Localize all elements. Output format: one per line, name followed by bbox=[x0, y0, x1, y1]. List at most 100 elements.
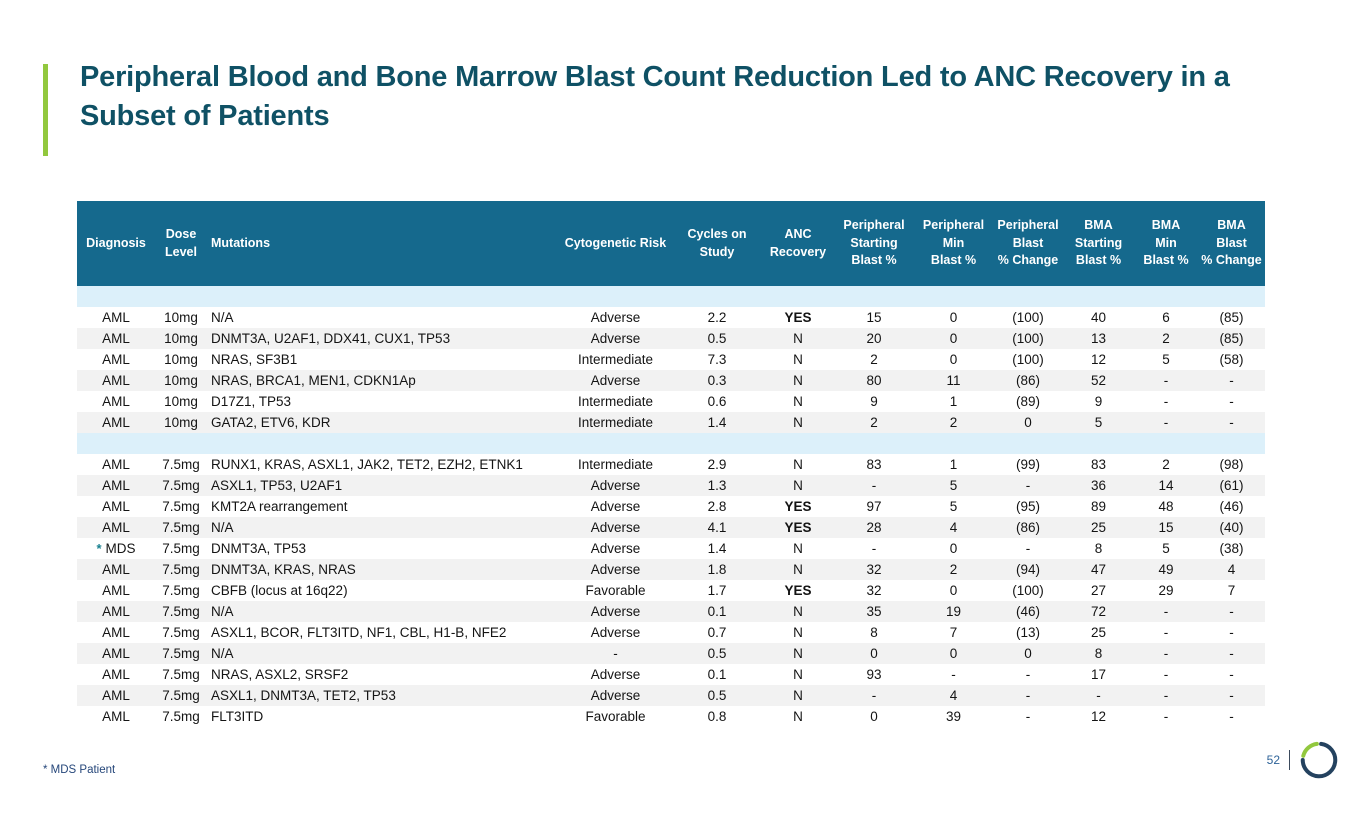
column-header-diagnosis: Diagnosis bbox=[77, 201, 155, 286]
cell-p_min: 39 bbox=[914, 706, 993, 727]
table-row: AML 7.5mg ASXL1, TP53, U2AF1 Adverse 1.3 N -5-… bbox=[77, 475, 1265, 496]
cell-anc: N bbox=[762, 706, 834, 727]
cell-cycles: 2.9 bbox=[672, 454, 762, 475]
cell-dose: 10mg bbox=[155, 328, 207, 349]
cell-b_start: 36 bbox=[1063, 475, 1134, 496]
cell-cycles: 2.2 bbox=[672, 307, 762, 328]
cell-anc: N bbox=[762, 370, 834, 391]
table-row: AML 10mg DNMT3A, U2AF1, DDX41, CUX1, TP53 A… bbox=[77, 328, 1265, 349]
cell-p_change: - bbox=[993, 706, 1063, 727]
cell-b_change: (38) bbox=[1198, 538, 1265, 559]
cell-b_change: (46) bbox=[1198, 496, 1265, 517]
cell-cycles: 0.1 bbox=[672, 601, 762, 622]
cell-p_change: 0 bbox=[993, 412, 1063, 433]
cell-diagnosis: AML bbox=[77, 580, 155, 601]
cell-risk: - bbox=[559, 643, 672, 664]
cell-p_min: 1 bbox=[914, 391, 993, 412]
cell-diagnosis: * MDS bbox=[77, 538, 155, 559]
cell-p_start: 80 bbox=[834, 370, 914, 391]
cell-b_change: (85) bbox=[1198, 328, 1265, 349]
cell-diagnosis: AML bbox=[77, 475, 155, 496]
cell-mutations: N/A bbox=[207, 643, 559, 664]
cell-dose: 10mg bbox=[155, 391, 207, 412]
cell-p_change: - bbox=[993, 664, 1063, 685]
cell-diagnosis: AML bbox=[77, 391, 155, 412]
cell-b_start: 52 bbox=[1063, 370, 1134, 391]
column-header-p_change: Peripheral Blast % Change bbox=[993, 201, 1063, 286]
cell-anc: N bbox=[762, 349, 834, 370]
cell-mutations: N/A bbox=[207, 517, 559, 538]
cell-b_change: (40) bbox=[1198, 517, 1265, 538]
cell-p_start: 20 bbox=[834, 328, 914, 349]
cell-p_change: (100) bbox=[993, 328, 1063, 349]
cell-p_change: - bbox=[993, 685, 1063, 706]
cell-dose: 7.5mg bbox=[155, 643, 207, 664]
column-header-p_start: Peripheral Starting Blast % bbox=[834, 201, 914, 286]
cell-b_change: - bbox=[1198, 685, 1265, 706]
cell-dose: 7.5mg bbox=[155, 496, 207, 517]
column-header-b_change: BMA Blast % Change bbox=[1198, 201, 1265, 286]
table-row: AML 7.5mg RUNX1, KRAS, ASXL1, JAK2, TET2, … bbox=[77, 454, 1265, 475]
cell-mutations: FLT3ITD bbox=[207, 706, 559, 727]
cell-p_min: 0 bbox=[914, 328, 993, 349]
cell-anc: N bbox=[762, 664, 834, 685]
cell-dose: 7.5mg bbox=[155, 622, 207, 643]
cell-risk: Adverse bbox=[559, 475, 672, 496]
cell-dose: 10mg bbox=[155, 370, 207, 391]
cell-mutations: ASXL1, DNMT3A, TET2, TP53 bbox=[207, 685, 559, 706]
cell-p_start: 35 bbox=[834, 601, 914, 622]
cell-mutations: N/A bbox=[207, 601, 559, 622]
column-header-anc: ANC Recovery bbox=[762, 201, 834, 286]
cell-anc: YES bbox=[762, 307, 834, 328]
table-row: AML 7.5mg N/A Adverse 4.1 YES 28 4 (86) 25 15 (40) bbox=[77, 517, 1265, 538]
column-header-dose: Dose Level bbox=[155, 201, 207, 286]
cell-p_min: 2 bbox=[914, 412, 993, 433]
cell-p_change: (99) bbox=[993, 454, 1063, 475]
cell-b_change: 4 bbox=[1198, 559, 1265, 580]
cell-mutations: RUNX1, KRAS, ASXL1, JAK2, TET2, EZH2, ET… bbox=[207, 454, 559, 475]
cell-dose: 7.5mg bbox=[155, 538, 207, 559]
cell-anc: N bbox=[762, 685, 834, 706]
column-header-b_start: BMA Starting Blast % bbox=[1063, 201, 1134, 286]
cell-p_min: 19 bbox=[914, 601, 993, 622]
table-row: AML 10mg NRAS, SF3B1 Intermediate 7.3 N 2 0 (100… bbox=[77, 349, 1265, 370]
column-header-b_min: BMA Min Blast % bbox=[1134, 201, 1198, 286]
cell-b_min: 49 bbox=[1134, 559, 1198, 580]
cell-diagnosis: AML bbox=[77, 643, 155, 664]
cell-p_change: (86) bbox=[993, 370, 1063, 391]
cell-p_change: (46) bbox=[993, 601, 1063, 622]
cell-mutations: CBFB (locus at 16q22) bbox=[207, 580, 559, 601]
table-row: AML 7.5mg CBFB (locus at 16q22) Favorable 1.… bbox=[77, 580, 1265, 601]
cell-cycles: 0.5 bbox=[672, 328, 762, 349]
cell-anc: N bbox=[762, 391, 834, 412]
cell-p_change: (95) bbox=[993, 496, 1063, 517]
column-header-risk: Cytogenetic Risk bbox=[559, 201, 672, 286]
cell-anc: N bbox=[762, 643, 834, 664]
table-separator-row bbox=[77, 286, 1265, 307]
cell-p_change: (100) bbox=[993, 349, 1063, 370]
cell-cycles: 0.5 bbox=[672, 685, 762, 706]
cell-b_start: 72 bbox=[1063, 601, 1134, 622]
cell-risk: Favorable bbox=[559, 706, 672, 727]
cell-b_min: 15 bbox=[1134, 517, 1198, 538]
cell-b_min: 5 bbox=[1134, 349, 1198, 370]
cell-p_start: 97 bbox=[834, 496, 914, 517]
cell-mutations: NRAS, SF3B1 bbox=[207, 349, 559, 370]
cell-b_change: 7 bbox=[1198, 580, 1265, 601]
cell-cycles: 1.4 bbox=[672, 538, 762, 559]
cell-cycles: 0.3 bbox=[672, 370, 762, 391]
cell-b_change: - bbox=[1198, 622, 1265, 643]
patient-table: Diagnosis Dose Level Mutations Cytogenetic … bbox=[77, 201, 1265, 727]
cell-dose: 7.5mg bbox=[155, 685, 207, 706]
cell-b_min: 2 bbox=[1134, 454, 1198, 475]
cell-mutations: KMT2A rearrangement bbox=[207, 496, 559, 517]
cell-dose: 7.5mg bbox=[155, 475, 207, 496]
ring-logo-icon bbox=[1300, 741, 1338, 779]
table-row: AML 10mg D17Z1, TP53 Intermediate 0.6 N 9 1 (89)… bbox=[77, 391, 1265, 412]
cell-cycles: 1.7 bbox=[672, 580, 762, 601]
cell-b_min: - bbox=[1134, 370, 1198, 391]
table-row: AML 7.5mg N/A -0.5 N 0 0 0 8- - bbox=[77, 643, 1265, 664]
cell-p_min: 4 bbox=[914, 517, 993, 538]
cell-cycles: 2.8 bbox=[672, 496, 762, 517]
cell-dose: 7.5mg bbox=[155, 454, 207, 475]
